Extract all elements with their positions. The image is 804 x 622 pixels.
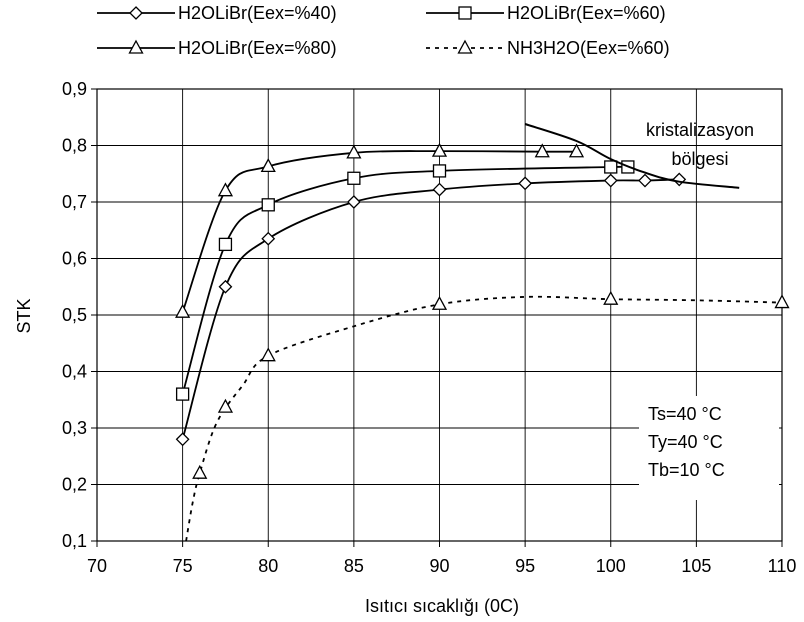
series-point (219, 238, 231, 250)
series-point (434, 165, 446, 177)
y-tick-label: 0,6 (62, 249, 87, 269)
series-point (570, 145, 583, 157)
series-2 (177, 161, 634, 400)
series-point (177, 388, 189, 400)
x-tick-label: 70 (87, 556, 107, 576)
legend-label: NH3H2O(Eex=%60) (507, 38, 670, 58)
series-line (183, 151, 577, 312)
condition-ts: Ts=40 °C (648, 404, 722, 424)
y-tick-label: 0,3 (62, 418, 87, 438)
series-line (183, 167, 630, 394)
series-point (348, 172, 360, 184)
series-point (262, 233, 274, 245)
series-point (776, 296, 789, 308)
legend-marker (130, 7, 142, 19)
series-point (433, 297, 446, 309)
legend-item-2: H2OLiBr(Eex=%60) (426, 3, 666, 23)
y-axis-label: STK (14, 298, 34, 333)
x-tick-label: 75 (173, 556, 193, 576)
series-point (434, 184, 446, 196)
legend-label: H2OLiBr(Eex=%80) (178, 38, 337, 58)
crystallization-label: kristalizasyon bölgesi (646, 120, 754, 169)
x-tick-label: 105 (681, 556, 711, 576)
legend-marker (459, 41, 472, 53)
series-point (605, 175, 617, 187)
series-point (262, 349, 275, 361)
y-tick-label: 0,5 (62, 305, 87, 325)
series-point (605, 161, 617, 173)
legend-item-1: H2OLiBr(Eex=%40) (97, 3, 337, 23)
series-point (639, 175, 651, 187)
series-point (262, 199, 274, 211)
x-tick-label: 100 (596, 556, 626, 576)
series-line (183, 179, 680, 439)
series-point (219, 184, 232, 196)
condition-ty: Ty=40 °C (648, 432, 723, 452)
series-point (348, 196, 360, 208)
x-axis-label: Isıtıcı sıcaklığı (0C) (365, 596, 519, 616)
legend-label: H2OLiBr(Eex=%40) (178, 3, 337, 23)
x-tick-label: 85 (344, 556, 364, 576)
series-point (673, 173, 685, 185)
legend-label: H2OLiBr(Eex=%60) (507, 3, 666, 23)
y-tick-label: 0,9 (62, 79, 87, 99)
legend-marker (130, 41, 143, 53)
x-tick-label: 95 (515, 556, 535, 576)
legend-item-3: H2OLiBr(Eex=%80) (97, 38, 337, 58)
legend-marker (459, 7, 471, 19)
legend: H2OLiBr(Eex=%40) H2OLiBr(Eex=%60) H2OLiBr(… (97, 3, 670, 58)
series-point (219, 281, 231, 293)
series-point (177, 433, 189, 445)
legend-item-4: NH3H2O(Eex=%60) (426, 38, 670, 58)
series-point (519, 177, 531, 189)
crystallization-label-line-2: bölgesi (671, 149, 728, 169)
y-tick-label: 0,8 (62, 136, 87, 156)
series-1 (177, 173, 686, 445)
x-tick-label: 90 (429, 556, 449, 576)
series-point (536, 145, 549, 157)
conditions-box: Ts=40 °C Ty=40 °C Tb=10 °C (639, 396, 779, 500)
x-tick-label: 80 (258, 556, 278, 576)
series-3 (176, 144, 583, 317)
x-tick-label: 110 (768, 556, 797, 576)
condition-tb: Tb=10 °C (648, 460, 725, 480)
y-tick-label: 0,7 (62, 192, 87, 212)
series-point (193, 466, 206, 478)
crystallization-label-line-1: kristalizasyon (646, 120, 754, 140)
y-tick-label: 0,1 (62, 531, 87, 551)
y-tick-label: 0,2 (62, 475, 87, 495)
series-point (604, 292, 617, 304)
y-tick-label: 0,4 (62, 362, 87, 382)
series-point (176, 305, 189, 317)
